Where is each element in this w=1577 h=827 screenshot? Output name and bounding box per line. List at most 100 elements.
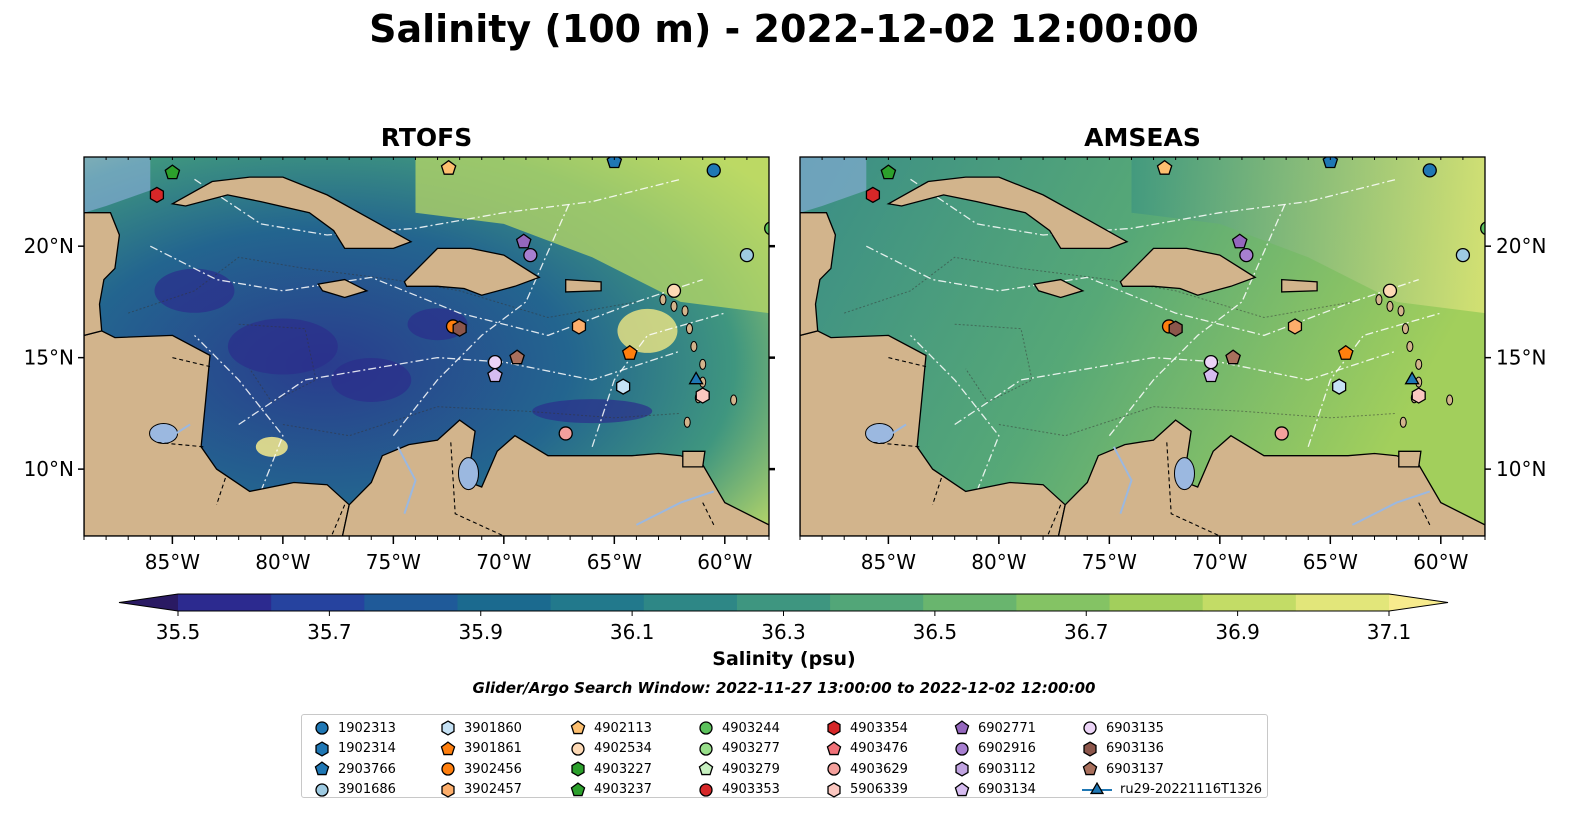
lon-tick-label: 60°W: [697, 550, 752, 574]
platform-marker-4902113: [440, 159, 457, 175]
island: [699, 358, 707, 370]
legend-item-4903277: 4903277: [698, 739, 780, 759]
land-jamaica: [1033, 278, 1085, 299]
platform-marker-4902534: [1382, 283, 1398, 298]
platform-marker-3901861: [1337, 344, 1354, 360]
platform-marker-6903137: [509, 349, 525, 365]
colorbar-tick-label: 35.7: [307, 620, 352, 644]
colorbar-segment: [1295, 594, 1390, 611]
bathymetry-contour: [128, 256, 637, 319]
eez-boundary: [194, 178, 681, 236]
island: [1399, 416, 1407, 428]
high-salinity-region: [1131, 157, 1485, 314]
lat-tick-label: 20°N: [24, 234, 74, 258]
legend-label: 4903629: [850, 761, 908, 777]
platform-marker-4903629: [558, 426, 573, 441]
colorbar-tick-label: 35.5: [156, 620, 201, 644]
circle-marker-icon: [441, 762, 455, 776]
platform-marker-6902916: [1239, 247, 1254, 263]
legend-marker: [827, 762, 841, 776]
lon-tick-label: 85°W: [861, 550, 916, 574]
legend-label: 4903227: [594, 761, 652, 777]
shelf-water: [84, 157, 151, 213]
lat-tick-label: 10°N: [1496, 457, 1546, 481]
lon-tick-label: 85°W: [145, 550, 200, 574]
pentagon-marker-icon: [698, 761, 714, 776]
platform-marker-4903354: [149, 186, 165, 204]
platform-marker-6903135: [487, 354, 503, 370]
platform-marker-4903237: [880, 164, 897, 180]
legend-label: 3902456: [464, 761, 522, 777]
legend-label: 6903112: [978, 761, 1036, 777]
map-frame: [799, 156, 1486, 537]
legend-label: 3901861: [464, 741, 522, 756]
legend-label: 6903134: [978, 782, 1036, 797]
river: [887, 423, 907, 437]
pentagon-marker-icon: [570, 781, 586, 796]
platform-marker-ru29-20221116T1326: [688, 371, 704, 385]
hexagon-marker-icon: [1083, 740, 1097, 757]
platform-marker-4903629: [1274, 426, 1289, 441]
pentagon-marker-icon: [954, 720, 970, 735]
colorbar-tick-label: 36.5: [913, 620, 958, 644]
legend-item-4903629: 4903629: [826, 759, 908, 779]
lat-tick-label: 10°N: [24, 457, 74, 481]
colorbar-tick-label: 35.9: [458, 620, 503, 644]
river: [171, 423, 191, 437]
eez-boundary: [910, 178, 1397, 236]
lat-tick-label: 15°N: [1496, 346, 1546, 370]
platform-marker-6903136: [452, 320, 467, 337]
platform-marker-3901686: [739, 247, 755, 263]
legend-item-6902916: 6902916: [954, 739, 1036, 759]
legend-label: 4903353: [722, 782, 780, 797]
legend-marker: [571, 741, 585, 756]
legend-label: 6902916: [978, 741, 1036, 756]
legend-label: 2903766: [338, 761, 396, 777]
colorbar-extend-min: [119, 594, 178, 611]
platform-marker-6903134: [487, 367, 503, 383]
legend-marker: [315, 740, 329, 757]
colorbar-segment: [643, 594, 738, 611]
legend-label: 4903237: [594, 782, 652, 797]
legend-marker: [826, 740, 842, 755]
legend-marker: [570, 781, 586, 796]
legend-label: 6903135: [1106, 720, 1164, 736]
legend-item-6903136: 6903136: [1082, 739, 1164, 759]
panel-title: RTOFS: [381, 123, 473, 152]
colorbar-extend-max: [1389, 594, 1448, 611]
lat-tick-label: 20°N: [1496, 234, 1546, 258]
legend-marker: [315, 782, 329, 797]
colorbar-segment: [178, 594, 272, 611]
legend-item-3901860: 3901860: [440, 718, 522, 738]
land-southAmerica: [341, 419, 769, 536]
colorbar-label: Salinity (psu): [712, 648, 855, 670]
legend-item-3902457: 3902457: [440, 780, 522, 800]
colorbar-tick-label: 36.7: [1064, 620, 1109, 644]
land-southAmerica: [1057, 419, 1485, 536]
bathymetry-contour: [282, 406, 681, 437]
bathymetry-contour: [844, 256, 1353, 319]
lake-maracaibo: [1173, 457, 1195, 491]
island: [730, 394, 738, 406]
hexagon-marker-icon: [441, 781, 455, 798]
platform-marker-1902313: [706, 163, 721, 178]
island: [690, 341, 698, 352]
country-border: [450, 442, 505, 536]
legend-item-6903135: 6903135: [1082, 718, 1164, 738]
island: [659, 294, 667, 306]
platform-marker-3902457: [571, 318, 587, 335]
island: [683, 416, 691, 428]
legend-item-4903354: 4903354: [826, 718, 908, 738]
platform-marker-4903244: [1480, 221, 1485, 236]
legend-item-ru29-20221116T1326: ru29-20221116T1326: [1082, 780, 1262, 800]
hexagon-marker-icon: [441, 720, 455, 736]
legend-marker: [955, 741, 969, 756]
bathymetry-contour: [998, 406, 1397, 437]
river: [1351, 490, 1431, 526]
legend-marker: [315, 721, 329, 735]
platform-marker-3901861: [621, 344, 638, 360]
circle-marker-icon: [699, 782, 713, 797]
hexagon-marker-icon: [827, 781, 841, 798]
colorbar-segment: [830, 594, 924, 611]
country-border: [932, 477, 942, 505]
